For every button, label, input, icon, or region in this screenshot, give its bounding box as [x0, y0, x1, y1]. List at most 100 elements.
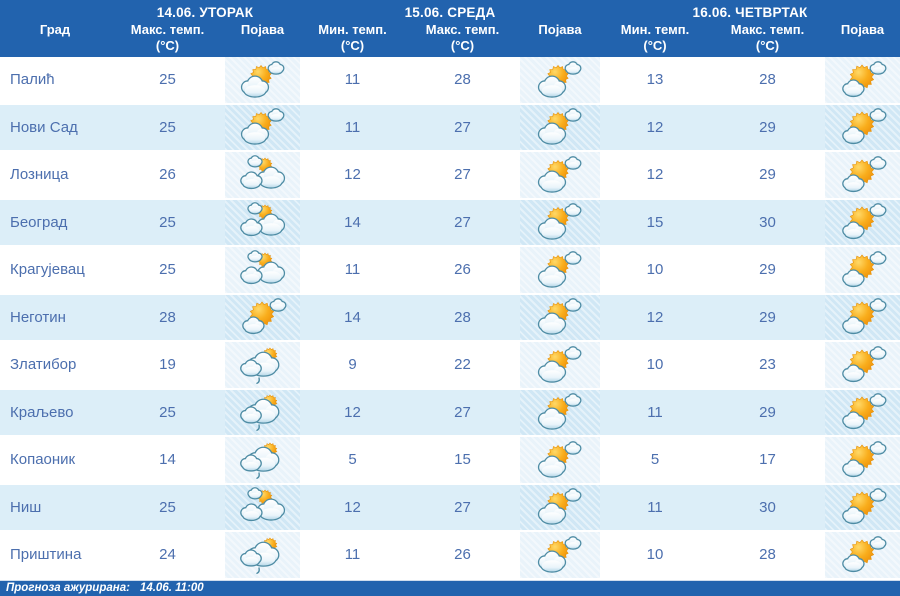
mostly-sunny-icon	[841, 393, 887, 430]
partly-sunny-icon	[537, 155, 582, 193]
mostly-sunny-icon	[841, 155, 887, 192]
day3-weather-icon	[825, 247, 900, 293]
col-header-day2-max: Макс. темп. (°C)	[405, 20, 520, 57]
table-row: Београд 25 14 27 15 30	[0, 199, 900, 247]
day2-max-temp: 27	[454, 118, 471, 136]
footer-bar: Прогноза ажурирана: 14.06. 11:00	[0, 579, 900, 596]
col-header-day2-min: Мин. темп. (°C)	[300, 20, 405, 57]
city-name: Ниш	[10, 498, 42, 516]
day1-weather-icon	[225, 389, 300, 435]
cloudy-light-rain-icon	[239, 442, 279, 479]
mostly-sunny-icon	[841, 250, 887, 287]
city-name: Приштина	[10, 546, 82, 564]
day1-weather-icon	[225, 484, 300, 530]
col-label: Макс. темп.	[130, 22, 205, 37]
mostly-sunny-icon	[841, 203, 887, 240]
mostly-cloudy-icon	[239, 202, 285, 237]
day3-min-temp: 12	[646, 118, 664, 136]
day1-max-temp: 25	[159, 261, 176, 279]
day3-weather-icon	[825, 104, 900, 150]
partly-sunny-icon	[537, 535, 582, 573]
day3-weather-icon	[825, 294, 900, 340]
unit-label: (°C)	[155, 38, 180, 53]
city-name: Лозница	[10, 166, 69, 184]
day3-min-temp: 10	[646, 356, 664, 374]
city-name: Златибор	[10, 356, 77, 374]
day2-min-temp: 5	[348, 451, 357, 469]
day2-max-temp: 27	[454, 213, 471, 231]
mostly-cloudy-icon	[239, 487, 285, 522]
partly-sunny-icon	[240, 60, 285, 98]
day3-min-temp: 10	[646, 261, 664, 279]
day3-weather-icon	[825, 152, 900, 198]
day3-min-temp: 12	[646, 308, 664, 326]
day2-weather-icon	[520, 294, 600, 340]
mostly-sunny-icon	[841, 60, 887, 97]
city-name: Неготин	[10, 308, 66, 326]
day2-min-temp: 9	[348, 356, 357, 374]
unit-label: (°C)	[450, 38, 475, 53]
updated-value: 14.06. 11:00	[139, 582, 204, 595]
table-row: Приштина 24 11 26 10 28	[0, 532, 900, 580]
day1-weather-icon	[225, 532, 300, 578]
mostly-sunny-icon	[841, 298, 887, 335]
table-row: Златибор 19 9 22 10 23	[0, 342, 900, 390]
city-name: Крагујевац	[10, 261, 85, 279]
day3-max-temp: 29	[759, 308, 776, 326]
mostly-cloudy-icon	[239, 154, 285, 189]
table-row: Краљево 25 12 27 11 29	[0, 389, 900, 437]
day3-min-temp: 12	[646, 166, 664, 184]
day2-max-temp: 27	[454, 498, 471, 516]
day1-max-temp: 25	[159, 213, 176, 231]
day2-max-temp: 27	[454, 403, 471, 421]
day2-min-temp: 14	[344, 308, 361, 326]
day2-weather-icon	[520, 152, 600, 198]
mostly-sunny-icon	[841, 535, 887, 572]
table-row: Нови Сад 25 11 27 12 29	[0, 104, 900, 152]
mostly-sunny-icon	[241, 298, 287, 335]
partly-sunny-icon	[537, 298, 582, 335]
cloudy-light-rain-icon	[239, 537, 279, 574]
day3-weather-icon	[825, 532, 900, 578]
day2-min-temp: 11	[344, 546, 361, 564]
city-name: Палић	[10, 71, 55, 89]
col-header-day3-max: Макс. темп. (°C)	[710, 20, 825, 57]
day3-max-temp: 28	[759, 71, 776, 89]
day3-max-temp: 17	[759, 451, 776, 469]
day2-min-temp: 12	[344, 166, 361, 184]
city-name: Краљево	[10, 403, 74, 421]
day1-max-temp: 25	[159, 118, 176, 136]
updated-label: Прогноза ажурирана:	[6, 582, 130, 595]
col-header-day1-max: Макс. темп. (°C)	[110, 20, 225, 57]
day1-weather-icon	[225, 294, 300, 340]
day3-min-temp: 11	[647, 498, 663, 516]
day2-weather-icon	[520, 247, 600, 293]
col-label: Мин. темп.	[620, 22, 690, 37]
mostly-sunny-icon	[841, 345, 887, 382]
day2-weather-icon	[520, 342, 600, 388]
day2-weather-icon	[520, 484, 600, 530]
day3-max-temp: 29	[759, 261, 776, 279]
day2-weather-icon	[520, 532, 600, 578]
cloudy-light-rain-icon	[239, 347, 279, 384]
table-row: Копаоник 14 5 15 5 17	[0, 437, 900, 485]
partly-sunny-icon	[537, 440, 582, 478]
day3-max-temp: 29	[759, 118, 776, 136]
col-header-day3-min: Мин. темп. (°C)	[600, 20, 710, 57]
day3-max-temp: 28	[759, 546, 776, 564]
col-header-day3-phenomenon: Појава	[840, 22, 885, 37]
table-row: Крагујевац 25 11 26 10 29	[0, 247, 900, 295]
day2-min-temp: 11	[344, 118, 361, 136]
day3-min-temp: 15	[646, 213, 664, 231]
day2-weather-icon	[520, 57, 600, 103]
partly-sunny-icon	[537, 108, 582, 145]
day2-max-temp: 26	[454, 261, 471, 279]
day1-max-temp: 28	[159, 308, 176, 326]
day3-weather-icon	[825, 342, 900, 388]
table-header: 14.06. УТОРАК 15.06. СРЕДА 16.06. ЧЕТВРТ…	[0, 0, 900, 57]
day1-weather-icon	[225, 104, 300, 150]
col-header-city: Град	[39, 22, 71, 37]
partly-sunny-icon	[537, 250, 582, 288]
table-row: Неготин 28 14 28 12 29	[0, 294, 900, 342]
